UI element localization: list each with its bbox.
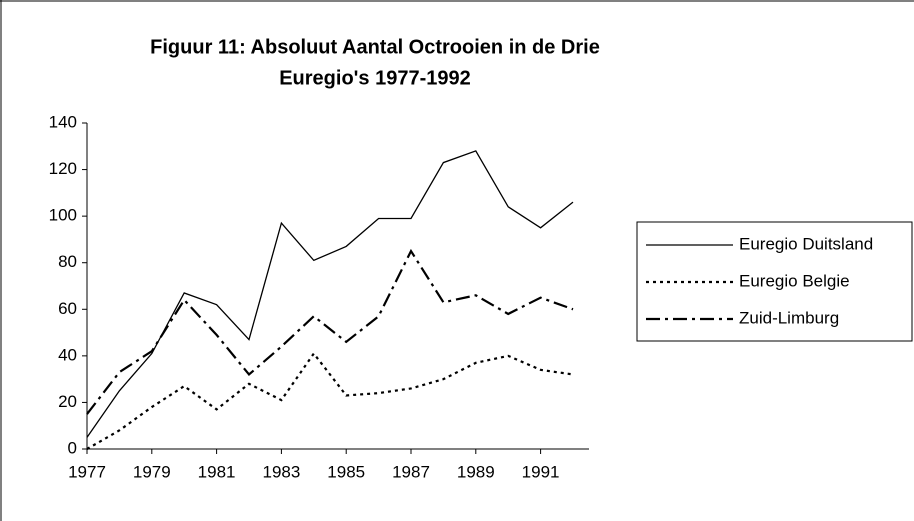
y-tick-label: 80 (58, 252, 77, 271)
legend-label: Euregio Belgie (739, 271, 850, 290)
y-tick-label: 60 (58, 299, 77, 318)
x-tick-label: 1979 (133, 462, 171, 481)
chart-title: Euregio's 1977-1992 (279, 67, 471, 89)
x-tick-label: 1977 (68, 462, 106, 481)
x-tick-label: 1989 (457, 462, 495, 481)
series-line (86, 150, 574, 438)
series-line (86, 248, 574, 415)
x-tick-label: 1987 (392, 462, 430, 481)
chart-title: Figuur 11: Absoluut Aantal Octrooien in … (150, 36, 600, 58)
y-tick-label: 40 (58, 345, 77, 364)
x-tick-label: 1991 (522, 462, 560, 481)
y-tick-label: 140 (49, 112, 77, 131)
x-tick-label: 1985 (327, 462, 365, 481)
series-line (86, 351, 574, 450)
x-tick-label: 1981 (198, 462, 236, 481)
x-tick-label: 1983 (262, 462, 300, 481)
legend-label: Euregio Duitsland (739, 234, 873, 253)
legend-label: Zuid-Limburg (739, 308, 839, 327)
y-tick-label: 120 (49, 159, 77, 178)
y-tick-label: 20 (58, 392, 77, 411)
y-tick-label: 0 (68, 438, 77, 457)
y-tick-label: 100 (49, 206, 77, 225)
